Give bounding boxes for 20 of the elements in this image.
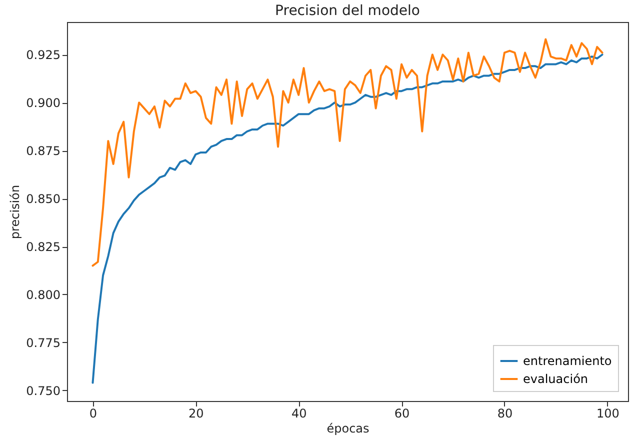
y-tick-label: 0.900: [26, 96, 60, 110]
x-tick-label: 60: [394, 406, 410, 420]
x-tick-label: 20: [188, 406, 204, 420]
x-tick-label: 100: [596, 406, 620, 420]
legend-label: evaluación: [523, 372, 588, 386]
y-tick-label: 0.775: [26, 336, 60, 350]
line-series: [92, 38, 604, 267]
chart-title: Precision del modelo: [275, 3, 420, 19]
y-tick-label: 0.825: [26, 240, 60, 254]
y-tick-label: 0.800: [26, 288, 60, 302]
x-tick-label: 0: [89, 406, 98, 420]
y-tick-label: 0.925: [26, 48, 60, 62]
legend-label: entrenamiento: [523, 354, 612, 368]
x-tick-label: 40: [291, 406, 307, 420]
y-tick-label: 0.750: [26, 384, 60, 398]
y-axis-title: precisión: [8, 184, 22, 240]
x-tick-label: 80: [497, 406, 513, 420]
x-axis-title: épocas: [326, 422, 370, 436]
y-tick-label: 0.875: [26, 144, 60, 158]
y-tick-label: 0.850: [26, 192, 60, 206]
